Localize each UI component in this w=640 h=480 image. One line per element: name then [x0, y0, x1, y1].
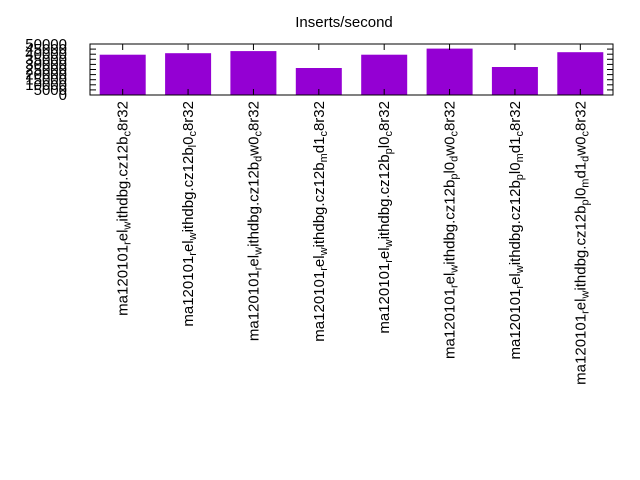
y-tick-label-4: 20000: [25, 67, 67, 84]
x-category-label-4: ma120101relwithdbg.cz12bmd1c8r32: [311, 101, 330, 342]
x-axis-ticks: [122, 44, 581, 95]
x-category-label-8: ma120101relwithdbg.cz12bpl0md1dw0c8r32: [572, 101, 591, 385]
bars-group: [99, 48, 604, 95]
y-tick-label-1: 5000: [34, 82, 67, 99]
y-tick-label-2: 10000: [25, 77, 67, 94]
x-category-label-6: ma120101relwithdbg.cz12bpl0dw0c8r32: [442, 101, 461, 359]
y-axis-ticks: 0500010000150002000025000300003500040000…: [25, 36, 613, 104]
bar-5: [361, 54, 408, 95]
x-axis-labels: ma120101relwithdbg.cz12bc8r32 ma120101rel…: [115, 101, 592, 385]
chart-title: Inserts/second: [295, 14, 393, 31]
bar-3: [230, 51, 277, 95]
bar-1: [99, 54, 146, 95]
y-tick-label-0: 0: [59, 87, 67, 104]
y-tick-label-3: 15000: [25, 72, 67, 89]
y-tick-label-5: 25000: [25, 62, 67, 79]
x-category-label-2: ma120101relwithdbg.cz12bl0c8r32: [180, 101, 199, 327]
bar-8: [557, 52, 604, 95]
x-category-label-3: ma120101relwithdbg.cz12bdw0c8r32: [245, 101, 264, 341]
x-category-label-1: ma120101relwithdbg.cz12bc8r32: [115, 101, 134, 316]
x-category-label-5: ma120101relwithdbg.cz12bpl0c8r32: [376, 101, 395, 334]
y-tick-label-6: 30000: [25, 56, 67, 73]
y-tick-label-10: 50000: [25, 36, 67, 53]
plot-border: [89, 43, 614, 96]
bar-2: [165, 53, 212, 95]
y-tick-label-9: 45000: [25, 41, 67, 58]
y-tick-label-8: 40000: [25, 46, 67, 63]
x-category-label-7: ma120101relwithdbg.cz12bpl0md1c8r32: [507, 101, 526, 360]
y-tick-label-7: 35000: [25, 51, 67, 68]
bar-6: [426, 48, 473, 95]
